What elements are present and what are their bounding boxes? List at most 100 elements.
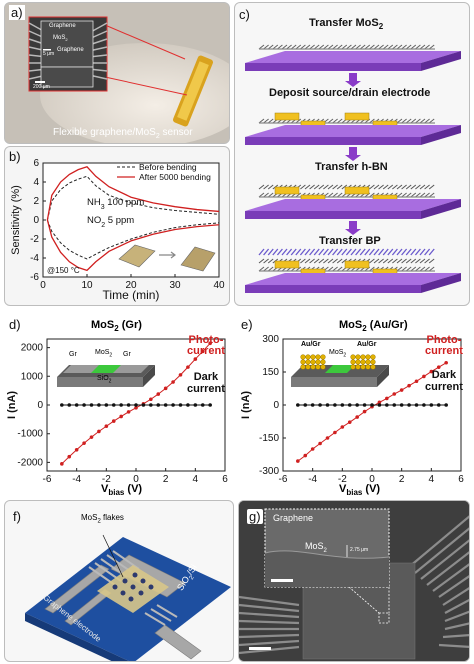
bp-layer: [387, 248, 394, 256]
panel-b: b) 0 10 20 30 40 6 4 2 0 -2 -4 -6 Before bending Afte…: [4, 146, 230, 306]
iv-chart-gr: -6 -4 -2 0 2 4 6 2000 1000 0 -1000 -2000 I (nA): [6, 338, 228, 485]
mos2-layer-4: [327, 266, 334, 272]
y-tick-label: -2: [30, 234, 39, 245]
inset-e-au-particle: [350, 354, 356, 360]
mos2-layer-1: [369, 44, 375, 50]
inset-d-sio2-side: [143, 365, 155, 387]
darkcurrent-point: [141, 403, 146, 407]
mos2-layer-1: [304, 44, 311, 50]
mos2-layer-2: [428, 118, 435, 124]
darkcurrent-point: [422, 403, 426, 407]
mos2-layer-4: [369, 266, 375, 272]
hbn-layer: [405, 184, 412, 190]
hbn-layer-4: [267, 258, 274, 264]
mos2-layer-4: [263, 266, 269, 272]
after-bending-line: [46, 219, 220, 272]
y-axis-label: Sensitivity (%): [10, 185, 22, 255]
bp-layer: [373, 248, 380, 256]
mos2-layer-1: [387, 44, 394, 50]
mos2-layer-3: [336, 192, 343, 198]
y-tick-label: -4: [30, 253, 39, 264]
inset-e-au-particle: [360, 359, 366, 365]
mos2-layer-1: [323, 44, 329, 50]
step-arrow-2-head: [345, 155, 361, 161]
y-tick-label: 300: [262, 334, 279, 345]
hbn-layer-4: [332, 258, 338, 264]
mos2-layer-1: [327, 44, 334, 50]
darkcurrent-point: [200, 403, 205, 407]
mos2-layer-1: [300, 44, 306, 50]
hbn-layer-4: [373, 258, 380, 264]
inset-scale-5um: 5 μm: [43, 51, 55, 57]
hbn-layer: [327, 184, 334, 190]
panel-f: f) MoS2 flakes Graphene electrode SiO2/S…: [4, 500, 234, 662]
hbn-layer-4: [415, 258, 421, 264]
photocurrent-point: [318, 441, 322, 446]
darkcurrent-point: [67, 403, 72, 407]
hbn-layer-4: [378, 258, 384, 264]
before-bending-line: [46, 175, 220, 221]
panel-b-label: b): [9, 149, 21, 164]
electrode-pad-4: [344, 260, 370, 269]
inset-e-au-particle: [365, 354, 371, 360]
photocurrent-point: [385, 396, 389, 401]
scale-bar-inset: [271, 579, 293, 582]
hbn-layer-4: [313, 258, 320, 264]
x-tick-label: 6: [458, 474, 464, 485]
mos2-layer-2: [332, 118, 338, 124]
inset-e-au2: Au/Gr: [357, 341, 377, 348]
inset-e-au-particle: [360, 364, 366, 370]
x-tick-label: 0: [40, 280, 46, 291]
inset-e-au-particle: [300, 354, 306, 360]
x-tick-label: 10: [81, 280, 93, 291]
bp-layer: [309, 248, 316, 256]
darkcurrent-point: [414, 403, 419, 407]
bp-layer: [304, 248, 311, 256]
bp-layer: [396, 248, 403, 256]
mos2-layer-1: [364, 44, 371, 50]
mos2-layer-1: [350, 44, 357, 50]
inset-e-au1: Au/Gr: [301, 341, 321, 348]
photocurrent-point: [163, 386, 168, 391]
substrate-4-side: [421, 273, 461, 293]
x-tick-label: -4: [72, 474, 81, 485]
y-tick-label: 0: [33, 215, 39, 226]
inset-scale-200um: 200 μm: [33, 84, 50, 90]
hbn-layer-4: [318, 258, 325, 264]
photocurrent-point: [104, 424, 109, 429]
hbn-layer: [382, 184, 389, 190]
photocurrent-point: [392, 392, 397, 396]
photocurrent-point: [362, 409, 367, 414]
temperature-label: @150 °C: [47, 266, 80, 275]
mos2-layer-1: [263, 44, 269, 50]
photocurrent-point: [333, 430, 337, 435]
darkcurrent-point: [156, 403, 161, 407]
panel-e-xlabel: Vbias (V): [339, 483, 381, 498]
bp-layer: [327, 248, 334, 256]
mos2-layer-3: [428, 192, 435, 198]
inset-e-au-particle: [305, 364, 311, 370]
hbn-layer-4: [428, 258, 435, 264]
bp-layer: [355, 248, 362, 256]
step-arrow-3-head: [345, 229, 361, 235]
mos2-layer-2: [424, 118, 430, 124]
legend-before-label: Before bending: [139, 162, 197, 172]
hbn-layer: [313, 184, 320, 190]
mos2-layer-2: [419, 118, 426, 124]
mos2-layer-1: [405, 44, 412, 50]
hbn-layer: [332, 184, 338, 190]
mos2-layer-1: [359, 44, 366, 50]
darkcurrent-point: [303, 403, 308, 407]
bp-layer: [419, 248, 426, 256]
mos2-layer-1: [373, 44, 380, 50]
mos2-layer-3: [263, 192, 269, 198]
photocurrent-point: [444, 360, 448, 365]
hbn-layer: [341, 184, 348, 190]
inset-mos2-label: MoS2: [53, 35, 68, 43]
inset-e-au-particle: [355, 359, 361, 365]
inset-d-mos2: MoS2: [95, 349, 113, 359]
photocurrent-point: [97, 429, 101, 434]
mos2-layer-1: [341, 44, 348, 50]
mos2-layer-1: [401, 44, 407, 50]
step1-label: Transfer MoS2: [309, 17, 384, 32]
